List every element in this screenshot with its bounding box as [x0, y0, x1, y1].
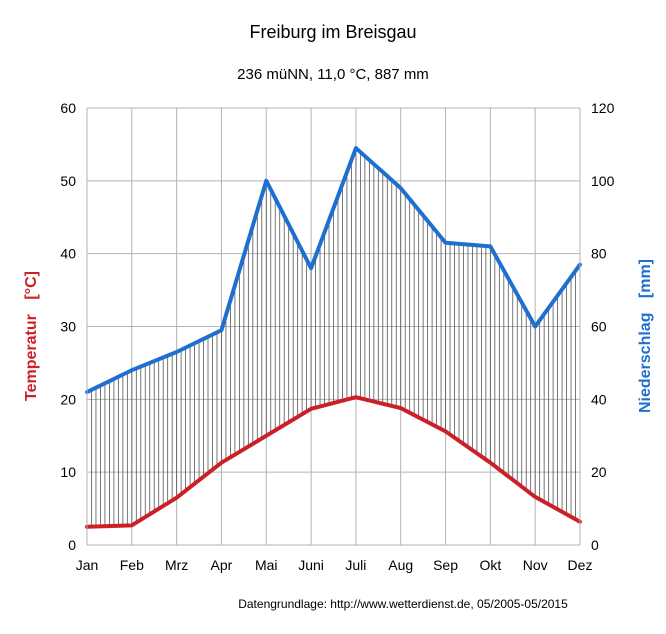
y-right-tick-label: 20	[591, 464, 607, 480]
x-tick-label: Okt	[479, 557, 501, 573]
y-left-tick-label: 50	[60, 173, 76, 189]
tick-labels: 0 10 20 30 40 50 60 0 20 40 60 80 100 120 Jan Feb Mrz Apr…	[60, 100, 614, 573]
x-tick-label: Juli	[345, 557, 366, 573]
y-left-tick-label: 40	[60, 246, 76, 262]
y-right-tick-label: 120	[591, 100, 615, 116]
hatch-fill	[86, 148, 581, 527]
series-lines	[85, 146, 582, 529]
chart-subtitle: 236 müNN, 11,0 °C, 887 mm	[237, 66, 429, 83]
x-tick-label: Feb	[120, 557, 144, 573]
x-tick-label: Apr	[211, 557, 233, 573]
x-tick-label: Nov	[523, 557, 548, 573]
chart-title: Freiburg im Breisgau	[249, 22, 416, 42]
y-left-tick-label: 10	[60, 464, 76, 480]
y-right-tick-label: 100	[591, 173, 615, 189]
x-tick-label: Mrz	[165, 557, 188, 573]
x-tick-label: Juni	[298, 557, 324, 573]
temperature-line	[85, 395, 582, 529]
x-tick-label: Jan	[76, 557, 99, 573]
y-right-tick-label: 60	[591, 319, 607, 335]
precipitation-line	[85, 146, 582, 395]
y-left-tick-label: 60	[60, 100, 76, 116]
y-left-tick-label: 30	[60, 319, 76, 335]
y-right-tick-label: 0	[591, 537, 599, 553]
x-tick-label: Sep	[433, 557, 458, 573]
x-tick-label: Aug	[388, 557, 413, 573]
y-right-axis-title: Niederschlag [mm]	[637, 259, 654, 413]
axes	[86, 108, 581, 546]
y-left-axis-title: Temperatur [°C]	[23, 271, 40, 401]
x-tick-label: Dez	[568, 557, 593, 573]
y-left-tick-label: 20	[60, 391, 76, 407]
y-right-tick-label: 80	[591, 246, 607, 262]
y-right-tick-label: 40	[591, 391, 607, 407]
x-tick-label: Mai	[255, 557, 278, 573]
y-left-tick-label: 0	[68, 537, 76, 553]
source-note: Datengrundlage: http://www.wetterdienst.…	[238, 597, 568, 611]
